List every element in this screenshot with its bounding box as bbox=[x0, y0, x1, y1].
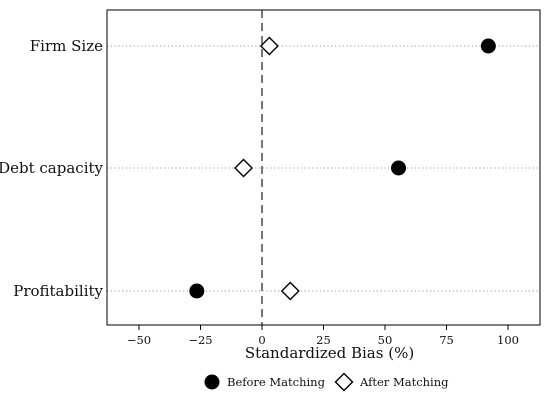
legend-label: Before Matching bbox=[227, 375, 326, 389]
after-matching-point bbox=[280, 281, 300, 301]
category-labels: Firm Size Debt capacity Profitability bbox=[0, 37, 104, 300]
after-matching-point bbox=[259, 36, 279, 56]
before-matching-point bbox=[480, 38, 496, 54]
x-tick-label: 25 bbox=[316, 333, 331, 347]
after-matching-point bbox=[234, 158, 254, 178]
x-tick-label: −25 bbox=[188, 333, 212, 347]
data-points bbox=[189, 36, 496, 301]
before-matching-point bbox=[189, 283, 205, 299]
category-label: Profitability bbox=[13, 282, 103, 300]
legend-label: After Matching bbox=[359, 375, 449, 389]
x-tick-label: −50 bbox=[127, 333, 151, 347]
x-tick-label: 0 bbox=[258, 333, 265, 347]
x-tick-label: 100 bbox=[497, 333, 519, 347]
grid-lines bbox=[107, 45, 540, 292]
legend-after-matching-marker bbox=[334, 372, 354, 392]
x-tick-label: 50 bbox=[378, 333, 393, 347]
category-label: Firm Size bbox=[30, 37, 103, 55]
x-axis-ticks: −50 −25 0 25 50 75 100 bbox=[127, 325, 519, 347]
legend: Before Matching After Matching bbox=[204, 372, 449, 392]
x-tick-label: 75 bbox=[439, 333, 454, 347]
before-matching-point bbox=[391, 160, 407, 176]
category-label: Debt capacity bbox=[0, 159, 104, 177]
legend-before-matching-marker bbox=[204, 374, 220, 390]
x-axis-title: Standardized Bias (%) bbox=[245, 344, 414, 362]
